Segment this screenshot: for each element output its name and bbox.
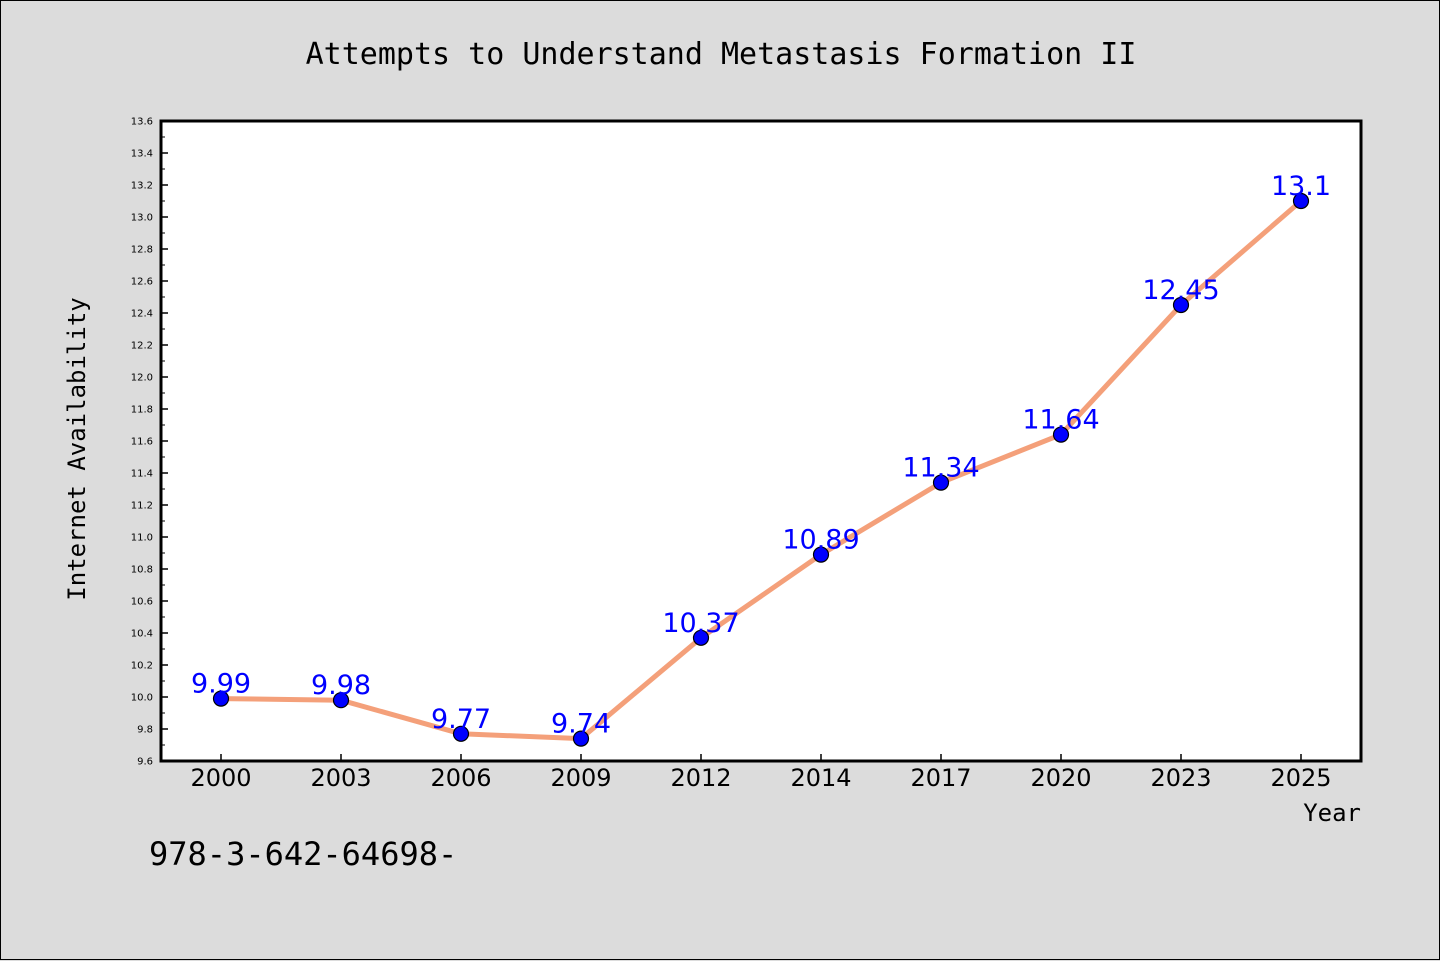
data-label: 9.98 (311, 670, 371, 701)
data-point-marker (332, 692, 350, 709)
x-tick-label: 2003 (310, 764, 371, 792)
y-tick-label: 12.8 (131, 245, 153, 256)
y-axis-label: Internet Availability (63, 297, 91, 600)
y-tick-label: 10.6 (131, 597, 153, 608)
x-tick-label: 2020 (1030, 764, 1091, 792)
x-tick-label: 2000 (190, 764, 251, 792)
data-point-marker (452, 725, 470, 742)
data-label: 9.77 (431, 704, 491, 735)
y-tick-label: 9.6 (137, 757, 153, 768)
data-point-marker (692, 629, 710, 646)
plot-area (159, 119, 1363, 763)
data-point-marker (572, 730, 590, 747)
x-tick-label: 2012 (670, 764, 731, 792)
footer-isbn-text: 978-3-642-64698- (149, 835, 457, 873)
y-tick-label: 12.6 (131, 277, 153, 288)
y-tick-label: 10.4 (131, 629, 153, 640)
data-label: 9.74 (551, 709, 611, 740)
y-tick-label: 10.2 (131, 661, 153, 672)
chart-title: Attempts to Understand Metastasis Format… (306, 37, 1137, 72)
y-tick-label: 11.8 (131, 405, 153, 416)
data-labels: 9.99 9.98 9.77 9.74 10.37 10.89 11.34 11.64 12.4… (191, 171, 1331, 740)
data-label: 11.64 (1022, 405, 1099, 436)
y-tick-label: 10.8 (131, 565, 153, 576)
y-tick-label: 13.4 (131, 149, 153, 160)
data-label: 10.37 (662, 608, 739, 639)
y-tick-label: 12.0 (131, 373, 153, 384)
data-point-marker (1052, 426, 1070, 443)
y-axis: 9.6 9.8 10.0 10.2 10.4 10.6 10.8 11.0 11.2 11.4 11… (131, 117, 168, 768)
series-line-group (212, 192, 1310, 747)
y-tick-label: 12.2 (131, 341, 153, 352)
y-tick-label: 12.4 (131, 309, 153, 320)
x-tick-label: 2006 (430, 764, 491, 792)
x-tick-label: 2025 (1270, 764, 1331, 792)
data-label: 9.99 (191, 669, 251, 700)
y-tick-label: 9.8 (137, 725, 153, 736)
data-label: 13.1 (1271, 171, 1331, 202)
x-tick-label: 2023 (1150, 764, 1211, 792)
data-point-marker (212, 690, 230, 707)
x-tick-label: 2017 (910, 764, 971, 792)
series-line (218, 198, 1304, 742)
y-tick-label: 11.6 (131, 437, 153, 448)
data-point-marker (1172, 296, 1190, 314)
data-point-marker (812, 546, 830, 563)
x-tick-label: 2014 (790, 764, 851, 792)
x-axis-label: Year (1303, 799, 1361, 827)
data-label: 10.89 (782, 525, 859, 556)
y-tick-label: 11.2 (131, 501, 153, 512)
y-tick-label: 13.2 (131, 181, 153, 192)
data-point-marker (932, 474, 950, 491)
data-label: 12.45 (1142, 275, 1219, 306)
y-tick-label: 10.0 (131, 693, 153, 704)
x-axis: 2000 2003 2006 2009 2012 2014 2017 2020 2023 2025 (190, 754, 1332, 792)
y-tick-label: 13.6 (131, 117, 153, 128)
y-tick-label: 11.0 (131, 533, 153, 544)
y-tick-label: 11.4 (131, 469, 153, 480)
data-point-marker (1292, 192, 1310, 210)
y-tick-label: 13.0 (131, 213, 153, 224)
data-label: 11.34 (902, 453, 979, 484)
x-tick-label: 2009 (550, 764, 611, 792)
